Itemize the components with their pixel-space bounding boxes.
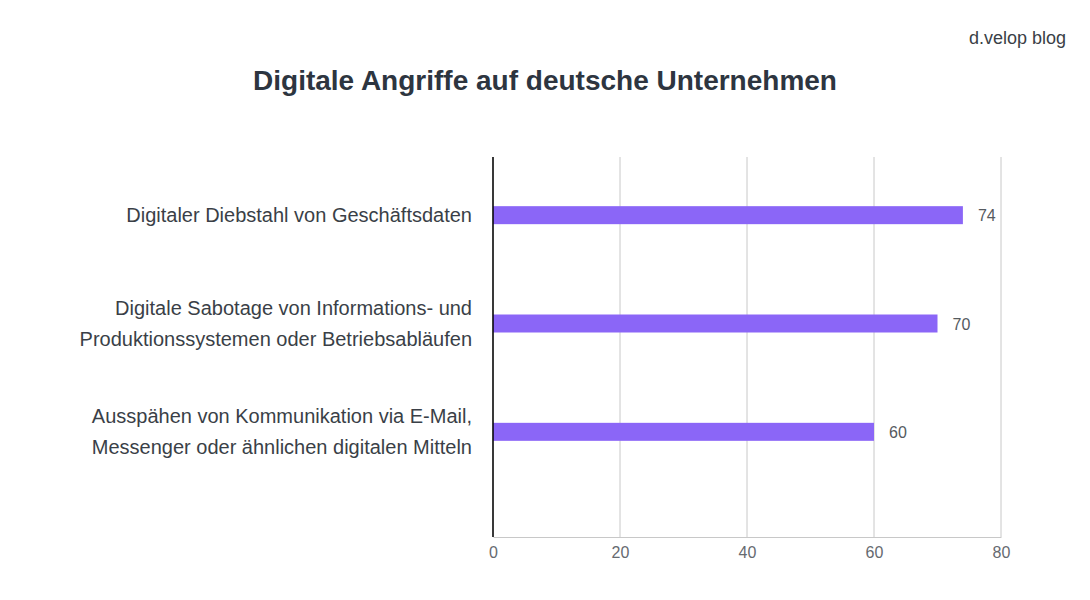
category-labels: Digitaler Diebstahl von Geschäftsdaten Di… [80, 204, 472, 458]
tick: 60 [866, 537, 884, 561]
tick-label: 80 [993, 544, 1011, 561]
bar [493, 206, 963, 224]
tick-label: 40 [739, 544, 757, 561]
bar [493, 315, 938, 333]
grid-line [493, 157, 494, 537]
bar [493, 423, 874, 441]
chart: Digitale Angriffe auf deutsche Unternehm… [0, 0, 1090, 600]
title: Digitale Angriffe auf deutsche Unternehm… [253, 65, 837, 96]
y-axis-line [492, 157, 494, 537]
grid [493, 157, 1001, 537]
tick: 0 [489, 537, 498, 561]
tick-label: 60 [866, 544, 884, 561]
category-label: Digitaler Diebstahl von Geschäftsdaten [126, 204, 472, 226]
y-axis [493, 157, 494, 537]
tick: 80 [993, 537, 1011, 561]
data-labels: 74 70 60 [889, 207, 996, 441]
annotation: d.velop blog [969, 28, 1066, 48]
grid-line [1001, 157, 1002, 537]
tick-label: 0 [489, 544, 498, 561]
category-label: Digitale Sabotage von Informations- undP… [80, 297, 472, 350]
category-label: Ausspähen von Kommunikation via E-Mail,M… [92, 405, 472, 458]
x-axis: 0 20 40 60 80 [489, 537, 1010, 561]
data-label: 74 [978, 207, 996, 224]
tick: 40 [739, 537, 757, 561]
tick: 20 [612, 537, 630, 561]
tick-label: 20 [612, 544, 630, 561]
data-label: 60 [889, 424, 907, 441]
bars [493, 206, 963, 441]
data-label: 70 [953, 316, 971, 333]
x-axis-line [494, 537, 1002, 538]
